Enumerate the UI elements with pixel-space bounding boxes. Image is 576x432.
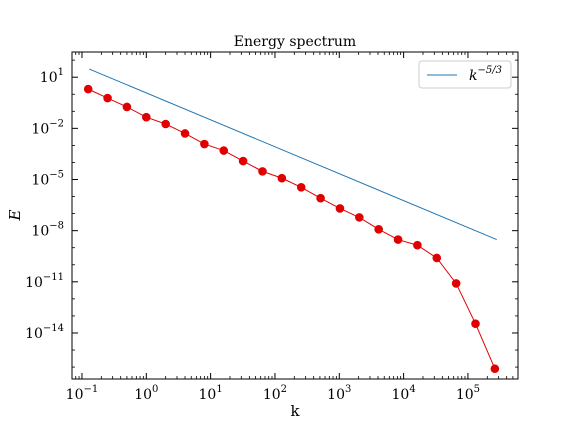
x-tick-label: 104 bbox=[392, 384, 416, 403]
reference-line-k-minus-5-3 bbox=[89, 68, 497, 241]
spectrum-data-point bbox=[471, 319, 480, 328]
legend-entry-label: k−5/3 bbox=[469, 65, 502, 84]
spectrum-data-point bbox=[316, 193, 325, 203]
spectrum-data-point bbox=[200, 139, 209, 149]
spectrum-data-point bbox=[413, 240, 422, 250]
spectrum-data-point bbox=[335, 204, 345, 213]
spectrum-data-point bbox=[238, 156, 248, 166]
spectrum-data-point bbox=[277, 173, 287, 183]
spectrum-data-point bbox=[103, 93, 112, 103]
spectrum-data-point bbox=[122, 102, 132, 112]
y-tick-label: 10−11 bbox=[25, 272, 64, 291]
series-layer bbox=[83, 68, 500, 374]
spectrum-data-point bbox=[296, 182, 306, 192]
x-tick-label: 101 bbox=[199, 384, 223, 403]
plot-area bbox=[71, 51, 519, 380]
spectrum-data-point bbox=[355, 213, 364, 222]
x-tick-label: 10−1 bbox=[66, 384, 99, 403]
spectrum-data-point bbox=[432, 253, 442, 263]
spectrum-data-point bbox=[180, 129, 190, 138]
x-axis-label: k bbox=[290, 402, 300, 420]
spectrum-data-point bbox=[141, 112, 151, 122]
x-tick-label: 103 bbox=[327, 384, 351, 403]
y-tick-label: 10−2 bbox=[31, 118, 64, 137]
x-tick-label: 100 bbox=[134, 384, 158, 403]
spectrum-data-point bbox=[83, 84, 93, 94]
spectrum-data-point bbox=[161, 119, 170, 129]
legend: k−5/3 bbox=[418, 60, 512, 89]
y-tick-label: 10−14 bbox=[25, 323, 64, 342]
spectrum-data-point bbox=[374, 225, 383, 234]
x-tick-label: 102 bbox=[263, 384, 287, 403]
x-axis-ticks: 10−1 100 101 102 103 104 105 bbox=[66, 52, 519, 403]
legend-entry-base: k bbox=[469, 68, 477, 84]
x-tick-label: 105 bbox=[456, 384, 480, 403]
spectrum-data-point bbox=[219, 146, 229, 155]
axes-frame bbox=[71, 51, 519, 380]
spectrum-data-point bbox=[258, 167, 267, 176]
legend-entry-exponent: −5/3 bbox=[477, 65, 501, 76]
y-tick-label: 10−5 bbox=[31, 170, 64, 189]
y-tick-label: 10−8 bbox=[31, 221, 64, 240]
spectrum-data-point bbox=[393, 235, 403, 244]
legend-box bbox=[418, 60, 512, 89]
spectrum-series-line bbox=[87, 88, 496, 369]
y-axis-label: E bbox=[6, 209, 24, 221]
chart-title: Energy spectrum bbox=[234, 34, 356, 50]
y-tick-label: 101 bbox=[40, 67, 64, 86]
spectrum-data-point bbox=[451, 279, 461, 288]
spectrum-data-point bbox=[490, 364, 500, 374]
y-axis-ticks: 10−14 10−11 10−8 10−5 10−2 101 bbox=[25, 59, 518, 368]
